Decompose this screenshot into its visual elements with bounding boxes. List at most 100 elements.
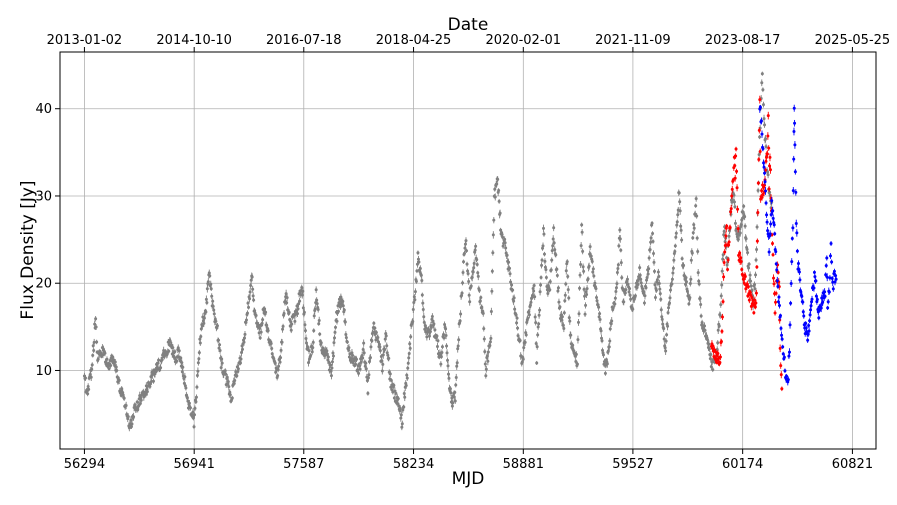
data-point [696, 250, 700, 254]
data-point [209, 287, 213, 291]
data-point [778, 346, 782, 350]
data-point [631, 307, 635, 311]
data-point [217, 338, 221, 342]
data-point [571, 343, 575, 347]
data-point [598, 312, 602, 316]
data-point [467, 279, 471, 283]
data-point [236, 369, 240, 373]
data-point [392, 396, 396, 400]
data-point [368, 356, 372, 360]
data-point [309, 354, 313, 358]
data-point [690, 251, 694, 255]
data-point [567, 316, 571, 320]
data-point [689, 277, 693, 281]
data-point [312, 314, 316, 318]
data-point [469, 284, 473, 288]
data-point [814, 279, 818, 283]
data-point [806, 338, 810, 342]
data-point [722, 229, 726, 233]
data-point [672, 258, 676, 262]
data-point [456, 347, 460, 351]
data-point [317, 319, 321, 323]
data-point [310, 350, 314, 354]
data-point [790, 260, 794, 264]
data-point [304, 341, 308, 345]
data-point [719, 294, 723, 298]
data-point [154, 370, 158, 374]
data-point [318, 332, 322, 336]
data-point [689, 258, 693, 262]
data-point [557, 300, 561, 304]
data-point [558, 305, 562, 309]
data-point [769, 213, 773, 217]
data-point [562, 311, 566, 315]
data-point [387, 356, 391, 360]
data-point [478, 299, 482, 303]
data-point [673, 244, 677, 248]
data-point [763, 180, 767, 184]
data-point [804, 326, 808, 330]
data-point [236, 367, 240, 371]
data-point [511, 288, 515, 292]
data-point [797, 267, 801, 271]
data-point [491, 233, 495, 237]
data-point [114, 365, 118, 369]
data-point [465, 249, 469, 253]
data-point [716, 352, 720, 356]
data-point [133, 403, 137, 407]
data-point [739, 256, 743, 260]
data-point [644, 286, 648, 290]
data-point [281, 324, 285, 328]
data-point [341, 304, 345, 308]
data-point [95, 340, 99, 344]
data-point [241, 347, 245, 351]
data-point [462, 260, 466, 264]
data-point [677, 191, 681, 195]
data-point [659, 308, 663, 312]
data-point [383, 347, 387, 351]
data-point [625, 277, 629, 281]
data-point [90, 367, 94, 371]
data-point [527, 313, 531, 317]
data-point [682, 263, 686, 267]
data-point [785, 374, 789, 378]
data-point [684, 276, 688, 280]
data-point [362, 351, 366, 355]
data-point [780, 337, 784, 341]
data-point [583, 294, 587, 298]
data-point [767, 146, 771, 150]
data-point [609, 322, 613, 326]
data-point [774, 262, 778, 266]
data-point [181, 365, 185, 369]
data-point [403, 395, 407, 399]
data-point [583, 312, 587, 316]
data-point [550, 258, 554, 262]
data-point [171, 346, 175, 350]
data-point [471, 270, 475, 274]
data-point [230, 396, 234, 400]
data-point [455, 361, 459, 365]
data-point [688, 296, 692, 300]
data-point [507, 260, 511, 264]
data-point [730, 194, 734, 198]
data-point [344, 332, 348, 336]
data-point [736, 227, 740, 231]
data-point [757, 158, 761, 162]
data-point [721, 253, 725, 257]
data-point [675, 220, 679, 224]
data-point [564, 269, 568, 273]
data-point [433, 328, 437, 332]
data-point [668, 288, 672, 292]
data-point [762, 165, 766, 169]
data-point [807, 329, 811, 333]
data-point [425, 335, 429, 339]
data-point [302, 310, 306, 314]
data-point [515, 321, 519, 325]
data-point [358, 367, 362, 371]
data-point [484, 374, 488, 378]
data-point [755, 265, 759, 269]
data-point [721, 257, 725, 261]
data-point [482, 327, 486, 331]
data-point [198, 341, 202, 345]
